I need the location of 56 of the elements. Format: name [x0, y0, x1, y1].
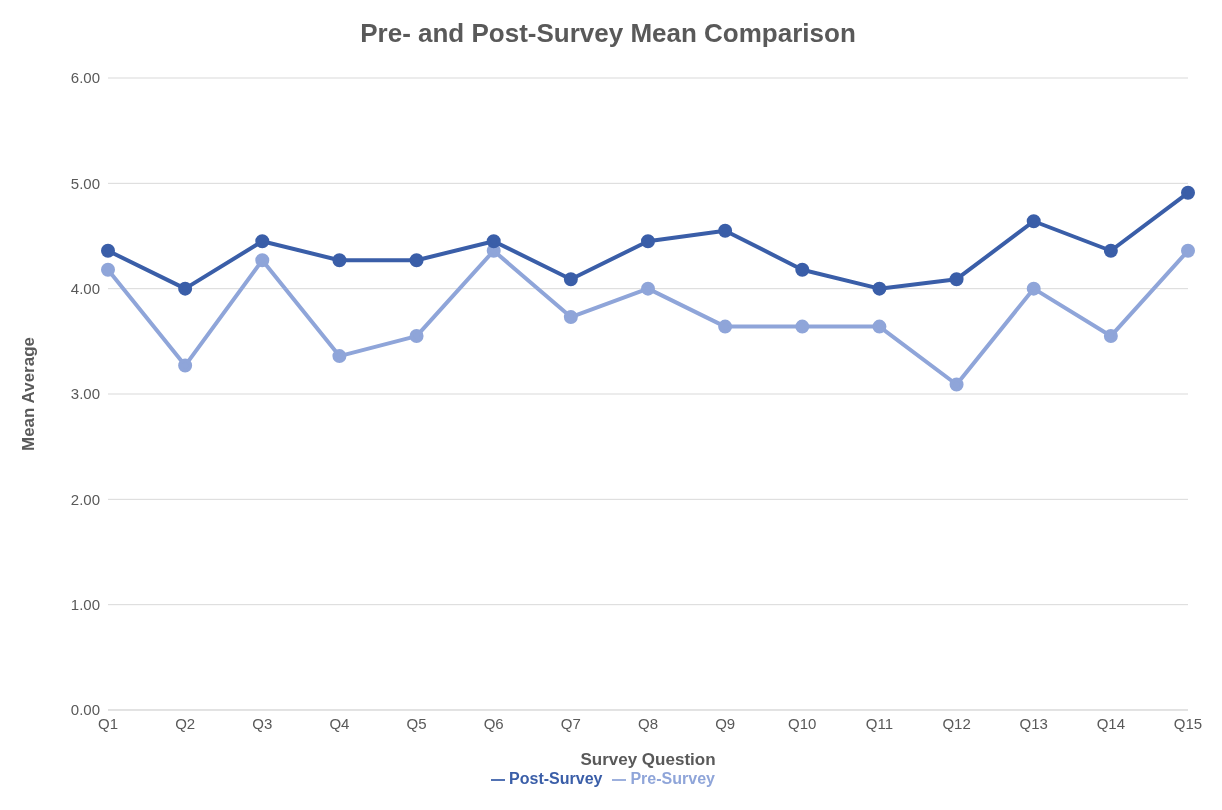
legend-label: Post-Survey — [509, 770, 603, 787]
point — [178, 358, 193, 373]
x-tick-label: Q9 — [715, 714, 736, 732]
y-tick-label: 2.00 — [70, 490, 100, 508]
x-tick-label: Q5 — [406, 714, 427, 732]
point — [641, 234, 655, 249]
x-tick-label: Q8 — [637, 714, 659, 732]
x-tick-label: Q2 — [175, 714, 196, 732]
x-tick-label: Q12 — [942, 714, 971, 732]
point — [795, 262, 810, 277]
point — [872, 281, 887, 296]
point — [949, 377, 964, 392]
point — [563, 272, 578, 287]
x-tick-label: Q4 — [329, 714, 350, 732]
point — [1181, 243, 1195, 258]
x-tick-label: Q14 — [1096, 714, 1126, 732]
point — [101, 262, 115, 277]
x-tick-label: Q13 — [1019, 714, 1048, 732]
y-axis-title: Mean Average — [19, 336, 39, 452]
point — [409, 329, 424, 344]
point — [1026, 281, 1041, 296]
point — [255, 234, 270, 249]
legend-label: Pre-Survey — [630, 770, 715, 787]
point — [1026, 214, 1041, 229]
x-tick-label: Q10 — [788, 714, 817, 732]
point — [718, 223, 733, 238]
y-tick-label: 0.00 — [70, 701, 100, 719]
x-tick-label: Q3 — [252, 714, 273, 732]
point — [101, 243, 115, 258]
y-tick-label: 1.00 — [70, 595, 100, 613]
x-axis-title: Survey Question — [580, 750, 716, 769]
y-tick-label: 6.00 — [70, 69, 100, 87]
point — [872, 319, 887, 334]
x-tick-label: Q1 — [97, 714, 119, 732]
point — [332, 253, 347, 268]
x-tick-label: Q15 — [1173, 714, 1203, 732]
point — [409, 253, 424, 268]
point — [641, 281, 655, 296]
chart-title: Pre- and Post-Survey Mean Comparison — [359, 17, 857, 50]
point — [178, 281, 193, 296]
point — [486, 234, 501, 249]
point — [1181, 185, 1195, 200]
point — [718, 319, 733, 334]
x-tick-label: Q6 — [483, 714, 504, 732]
point — [563, 310, 578, 325]
x-tick-label: Q7 — [560, 714, 581, 732]
y-tick-label: 4.00 — [70, 279, 100, 297]
point — [1103, 243, 1118, 258]
y-tick-label: 5.00 — [70, 174, 100, 192]
point — [949, 272, 964, 287]
x-tick-label: Q11 — [865, 714, 894, 732]
point — [1103, 329, 1118, 344]
point — [795, 319, 810, 334]
point — [255, 253, 270, 268]
y-tick-label: 3.00 — [70, 385, 100, 403]
point — [332, 349, 347, 364]
